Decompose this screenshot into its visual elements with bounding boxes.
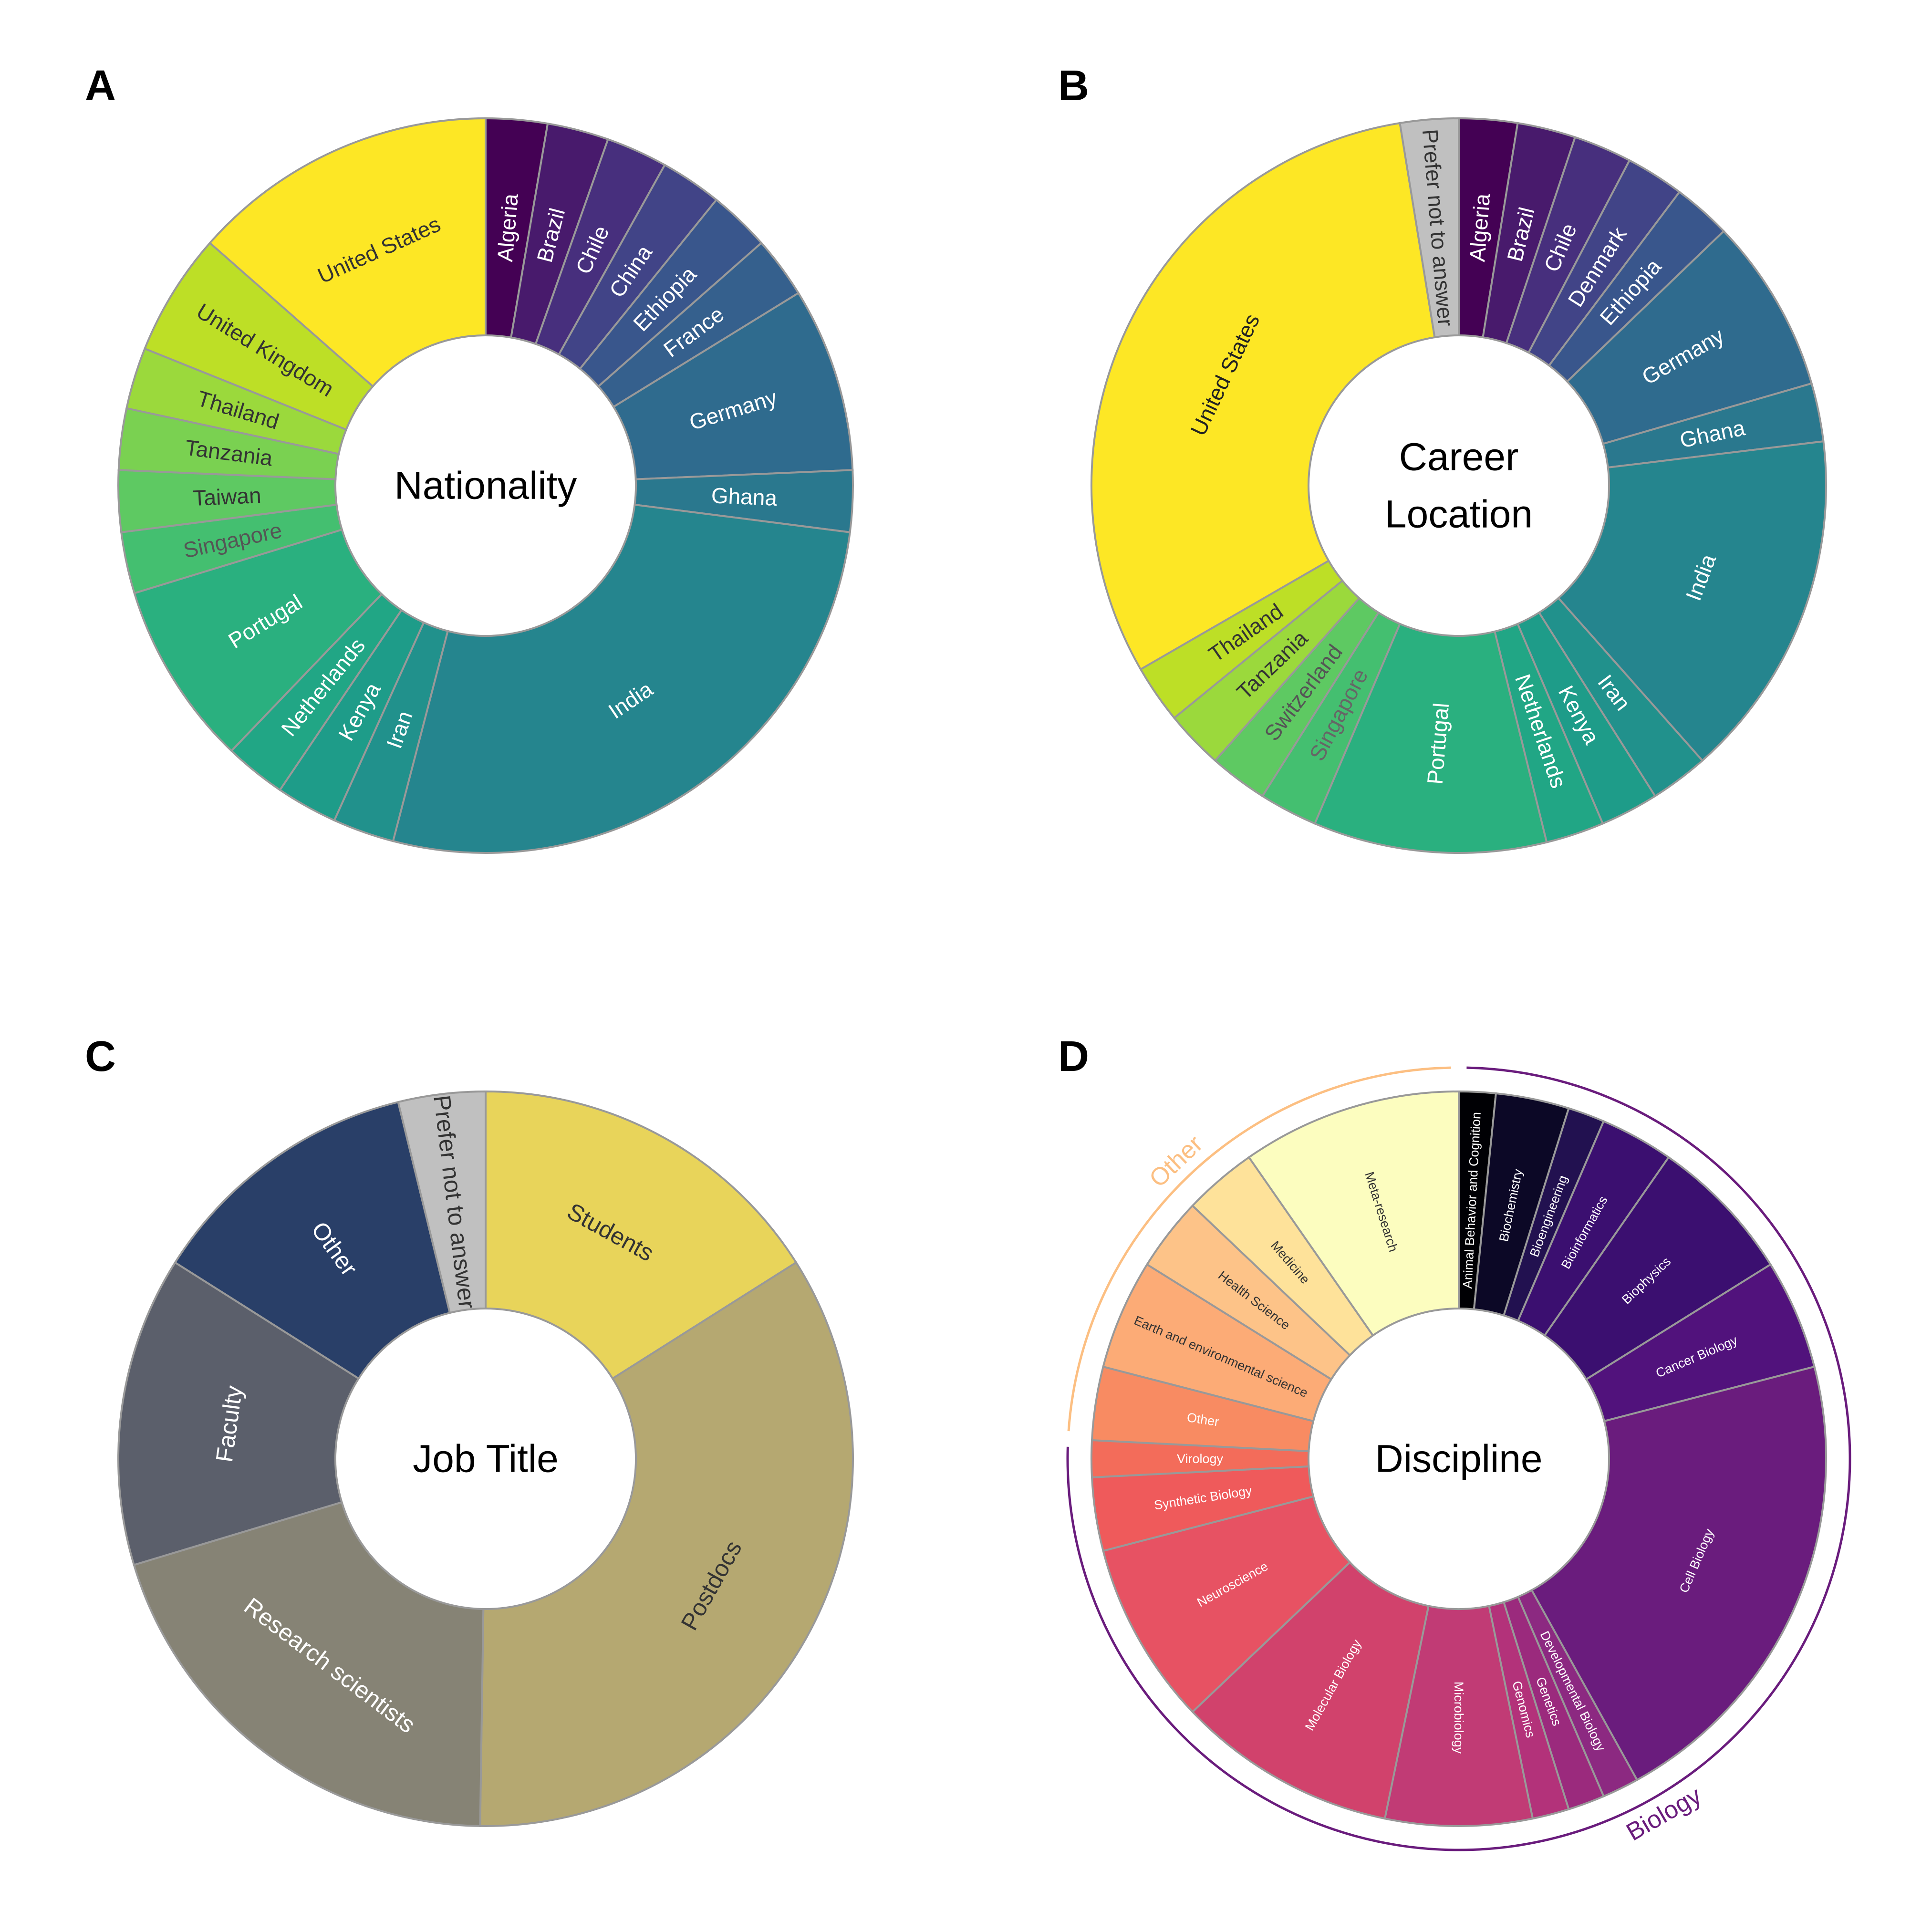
panel-b: B Algeria Brazil ChileDenmarkEthiopiaGerma… bbox=[1058, 62, 1827, 854]
slice-united-states bbox=[208, 117, 487, 388]
slice-portugal bbox=[133, 528, 383, 752]
panel-label-b: B bbox=[1058, 62, 1089, 110]
slice-portugal bbox=[1313, 623, 1548, 854]
nationality-donut: Algeria Brazil ChileChinaEthiopiaFranceGer… bbox=[117, 117, 854, 854]
center-label: Location bbox=[1385, 493, 1533, 536]
slice-molecular-biology bbox=[1191, 1561, 1430, 1820]
slice-students bbox=[485, 1090, 798, 1380]
slice-prefer-not-to-answer bbox=[397, 1090, 487, 1314]
career-location-donut: Algeria Brazil ChileDenmarkEthiopiaGermany… bbox=[1091, 117, 1827, 854]
group-arc-biology bbox=[1066, 1066, 1851, 1851]
slice-cell-biology bbox=[1530, 1365, 1827, 1781]
slice-germany bbox=[1566, 229, 1813, 445]
slice-meta-research bbox=[1247, 1090, 1460, 1337]
center-label: Discipline bbox=[1375, 1437, 1543, 1481]
slice-postdocs bbox=[479, 1261, 854, 1827]
slice-india bbox=[392, 503, 851, 854]
group-arc-other bbox=[1067, 1066, 1451, 1432]
discipline-donut: Animal Behavior and Cognition Biochemistr… bbox=[1066, 1066, 1851, 1851]
slice-germany bbox=[612, 291, 854, 480]
slice-india bbox=[1557, 440, 1827, 762]
slice-neuroscience bbox=[1102, 1495, 1351, 1714]
slice-united-states bbox=[1091, 122, 1436, 671]
panel-label-a: A bbox=[85, 62, 116, 110]
center-label: Career bbox=[1399, 436, 1519, 479]
panel-label-d: D bbox=[1058, 1033, 1089, 1080]
slice-label-microbiology: Microbiology bbox=[1452, 1682, 1466, 1754]
slice-label-ghana: Ghana bbox=[711, 483, 778, 510]
slice-label-algeria: Algeria bbox=[1465, 192, 1495, 262]
center-label: Nationality bbox=[395, 464, 577, 508]
slice-label-taiwan: Taiwan bbox=[192, 483, 261, 510]
center-label: Job Title bbox=[413, 1437, 558, 1481]
slice-label-algeria: Algeria bbox=[492, 193, 523, 263]
slice-other bbox=[174, 1101, 451, 1380]
panel-d: D Animal Behavior and Cognition Biochemis… bbox=[1058, 1033, 1851, 1851]
panel-label-c: C bbox=[85, 1033, 116, 1080]
panel-a: A Algeria Brazil ChileChinaEthiopiaFranceG… bbox=[85, 62, 854, 854]
slice-label-virology: Virology bbox=[1177, 1452, 1224, 1466]
slice-microbiology bbox=[1383, 1605, 1534, 1828]
slice-faculty bbox=[117, 1261, 360, 1566]
slice-prefer-not-to-answer bbox=[1399, 117, 1460, 339]
slice-research-scientists bbox=[133, 1501, 485, 1827]
group-label-other: Other bbox=[1144, 1130, 1208, 1193]
slice-biophysics bbox=[1543, 1156, 1772, 1381]
